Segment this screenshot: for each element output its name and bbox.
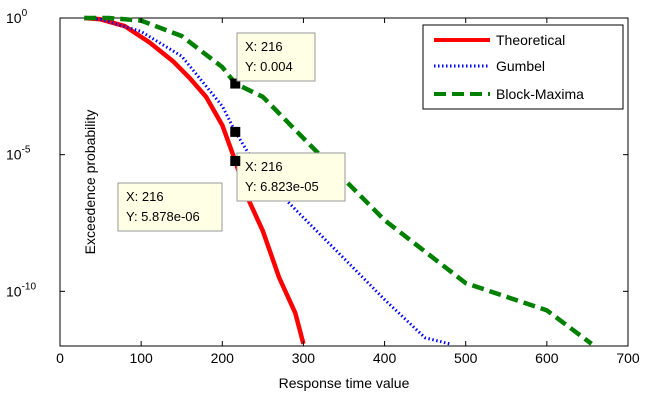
datatip-box[interactable]	[117, 182, 223, 232]
datatip-box[interactable]	[236, 32, 316, 82]
legend-label-block-maxima: Block-Maxima	[496, 86, 584, 102]
datatip-x-label: X: 216	[126, 189, 164, 204]
y-ticks: 10-10 10-5 100	[6, 8, 628, 299]
datatip-marker[interactable]	[230, 155, 241, 166]
series-line-theoretical	[84, 15, 306, 345]
datatip-y-label: Y: 0.004	[245, 59, 293, 74]
y-tick-label: 10-10	[6, 281, 36, 299]
datatip-layer: X: 216 Y: 0.004 X: 216 Y: 6.823e-05 X: 216 Y:…	[117, 32, 346, 232]
x-ticks: 0 100 200 300 400 500 600 700	[56, 18, 640, 366]
datatip-x-label: X: 216	[245, 39, 283, 54]
legend: Theoretical Gumbel Block-Maxima	[422, 24, 624, 110]
datatip-marker[interactable]	[230, 78, 241, 89]
x-tick-label: 600	[535, 350, 559, 366]
legend-label-gumbel: Gumbel	[496, 58, 545, 74]
datatip-x-label: X: 216	[245, 159, 283, 174]
x-tick-label: 300	[292, 350, 316, 366]
x-tick-label: 500	[454, 350, 478, 366]
x-tick-label: 400	[373, 350, 397, 366]
legend-label-theoretical: Theoretical	[496, 32, 565, 48]
series-line-block-maxima	[84, 15, 593, 346]
y-axis-label: Exceedence probability	[82, 110, 98, 255]
x-tick-label: 100	[129, 350, 153, 366]
datatip-marker[interactable]	[230, 126, 241, 137]
x-axis-label: Response time value	[279, 375, 410, 391]
datatip-y-label: Y: 6.823e-05	[245, 179, 319, 194]
x-tick-label: 700	[616, 350, 640, 366]
x-tick-label: 200	[211, 350, 235, 366]
y-tick-label: 10-5	[6, 145, 31, 163]
datatip-box[interactable]	[236, 152, 346, 202]
y-tick-label: 100	[6, 8, 28, 26]
datatip-y-label: Y: 5.878e-06	[126, 209, 200, 224]
x-tick-label: 0	[56, 350, 64, 366]
series-layer	[84, 15, 593, 346]
